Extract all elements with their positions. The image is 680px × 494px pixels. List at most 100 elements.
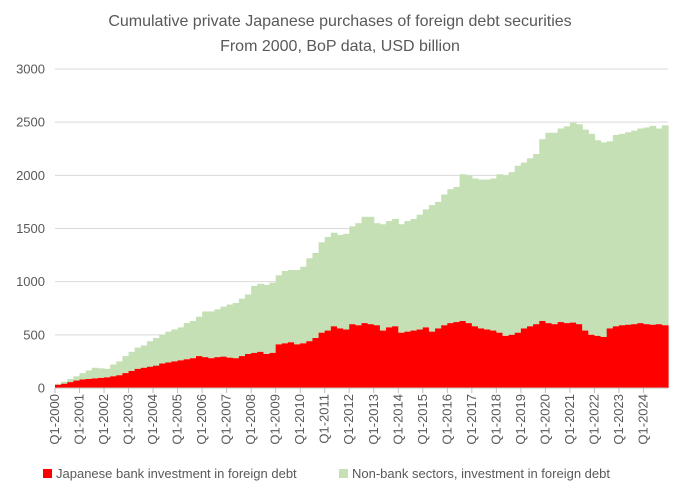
y-tick-label: 0 xyxy=(38,381,45,396)
bar-bank xyxy=(116,375,124,388)
x-tick-label: Q1-2024 xyxy=(635,394,650,445)
legend-label-bank: Japanese bank investment in foreign debt xyxy=(56,466,297,481)
bar-bank xyxy=(625,324,632,388)
x-tick-label: Q1-2014 xyxy=(390,394,405,445)
bar-bank xyxy=(551,324,559,388)
bar-bank xyxy=(453,322,461,388)
bar-bank xyxy=(165,362,173,388)
bar-nonbank xyxy=(361,216,369,324)
x-tick-label: Q1-2015 xyxy=(415,394,430,445)
bar-nonbank xyxy=(447,189,455,324)
bar-bank xyxy=(269,352,277,388)
x-tick-label: Q1-2002 xyxy=(96,394,111,445)
bar-nonbank xyxy=(471,178,479,327)
bar-bank xyxy=(226,357,234,388)
bar-bank xyxy=(208,358,215,388)
bar-bank xyxy=(183,359,191,388)
x-tick-label: Q1-2023 xyxy=(611,394,626,445)
bar-nonbank xyxy=(153,338,160,366)
bar-nonbank xyxy=(183,323,191,360)
bar-nonbank xyxy=(490,178,497,331)
bar-bank xyxy=(569,322,577,388)
bar-nonbank xyxy=(146,341,154,367)
bar-nonbank xyxy=(281,271,289,344)
bar-bank xyxy=(85,378,93,388)
bar-bank xyxy=(214,357,222,388)
x-tick-label: Q1-2003 xyxy=(121,394,136,445)
bar-nonbank xyxy=(263,284,271,354)
y-tick-label: 1000 xyxy=(16,274,45,289)
bar-nonbank xyxy=(220,306,228,357)
bar-nonbank xyxy=(104,368,111,378)
bar-bank xyxy=(477,328,485,388)
bar-bank xyxy=(392,326,399,388)
bar-bank xyxy=(97,377,105,388)
bar-bank xyxy=(146,366,154,388)
bar-nonbank xyxy=(508,172,516,335)
x-tick-label: Q1-2009 xyxy=(268,394,283,445)
bar-nonbank xyxy=(61,381,68,384)
bar-bank xyxy=(355,325,363,388)
bar-bank xyxy=(459,321,467,388)
x-tick-label: Q1-2016 xyxy=(439,394,454,445)
bar-nonbank xyxy=(477,179,485,329)
bar-nonbank xyxy=(55,383,62,385)
bar-nonbank xyxy=(312,252,320,339)
x-tick-label: Q1-2022 xyxy=(586,394,601,445)
y-tick-label: 2500 xyxy=(16,115,45,130)
x-tick-label: Q1-2001 xyxy=(72,394,87,445)
bar-nonbank xyxy=(79,373,87,380)
bar-bank xyxy=(336,328,344,388)
bar-bank xyxy=(202,357,209,388)
bar-bank xyxy=(134,368,142,388)
bar-nonbank xyxy=(189,321,197,359)
bar-bank xyxy=(484,329,491,388)
bar-nonbank xyxy=(177,327,185,361)
bar-bank xyxy=(361,323,369,388)
bar-bank xyxy=(618,325,626,388)
bar-nonbank xyxy=(324,237,332,331)
x-tick-label: Q1-2012 xyxy=(341,394,356,445)
bar-bank xyxy=(263,353,271,388)
bar-nonbank xyxy=(612,134,620,327)
bar-nonbank xyxy=(67,378,74,383)
y-tick-label: 2000 xyxy=(16,168,45,183)
bar-nonbank xyxy=(527,158,534,327)
bar-bank xyxy=(367,324,375,388)
bar-bank xyxy=(533,324,540,388)
bar-bank xyxy=(404,331,412,388)
x-tick-label: Q1-2008 xyxy=(243,394,258,445)
bar-bank xyxy=(275,344,283,388)
x-tick-label: Q1-2004 xyxy=(145,394,160,445)
bar-bank xyxy=(447,323,455,388)
bar-bank xyxy=(61,383,68,388)
bar-nonbank xyxy=(625,132,632,325)
bar-bank xyxy=(349,324,356,388)
bar-nonbank xyxy=(379,224,387,331)
bar-bank xyxy=(287,342,295,388)
bar-bank xyxy=(104,377,111,388)
bar-nonbank xyxy=(349,226,356,325)
x-tick-label: Q1-2018 xyxy=(488,394,503,445)
bar-nonbank xyxy=(245,294,252,354)
bar-bank xyxy=(128,370,136,388)
bar-nonbank xyxy=(582,129,589,331)
bar-nonbank xyxy=(275,275,283,345)
bar-nonbank xyxy=(618,133,626,326)
bar-bank xyxy=(496,332,504,388)
bar-nonbank xyxy=(496,174,504,333)
bar-bank xyxy=(373,325,381,388)
bar-bank xyxy=(177,360,185,388)
bar-nonbank xyxy=(257,283,265,352)
x-tick-label: Q1-2017 xyxy=(464,394,479,445)
bar-nonbank xyxy=(533,154,540,325)
chart-title: Cumulative private Japanese purchases of… xyxy=(108,13,571,30)
bar-nonbank xyxy=(661,125,669,326)
bar-nonbank xyxy=(520,162,528,329)
x-tick-label: Q1-2010 xyxy=(292,394,307,445)
legend: Japanese bank investment in foreign debt… xyxy=(43,466,610,481)
bar-bank xyxy=(324,330,332,388)
bar-nonbank xyxy=(606,141,614,329)
bar-bank xyxy=(441,325,448,388)
